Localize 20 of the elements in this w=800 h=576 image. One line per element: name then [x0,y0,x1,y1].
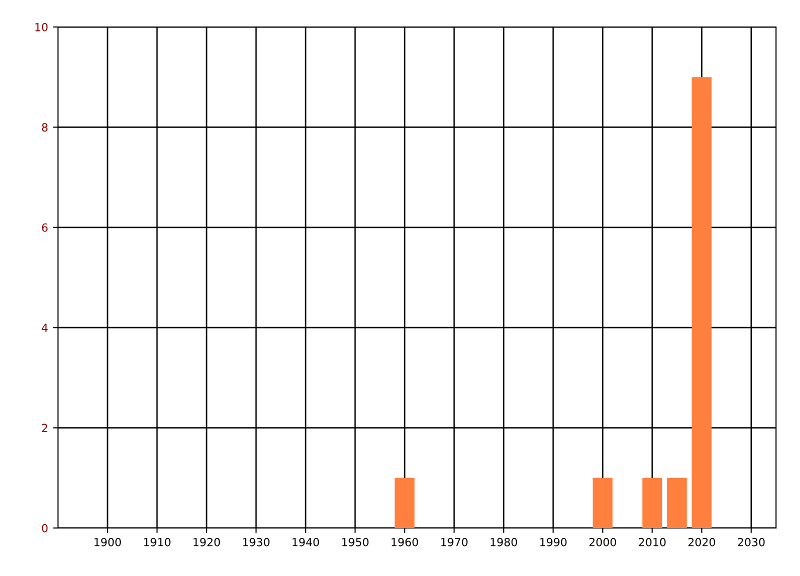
x-tick-label: 1990 [540,538,567,546]
x-tick-label: 1900 [94,538,121,546]
x-tick-label: 1910 [144,538,170,546]
x-tick-label: 1920 [194,538,220,546]
x-tick-label: 1970 [441,538,468,546]
y-tick-label: 6 [42,223,48,232]
x-tick-label: 1940 [292,538,319,546]
x-tick-label: 1980 [490,538,518,546]
y-tick-label: 10 [35,22,48,32]
x-tick-label: 1950 [342,538,369,546]
y-tick-label: 8 [42,123,48,132]
y-tick-label: 4 [42,324,48,332]
x-tick-label: 2000 [589,538,616,546]
x-tick-label: 1930 [243,538,270,546]
x-tick-label: 1960 [392,538,418,546]
y-tick-label: 2 [42,424,48,432]
x-tick-label: 2020 [688,538,716,546]
x-tick-label: 2030 [738,538,765,546]
x-tick-label: 2010 [638,538,666,546]
y-tick-label: 0 [42,524,48,532]
